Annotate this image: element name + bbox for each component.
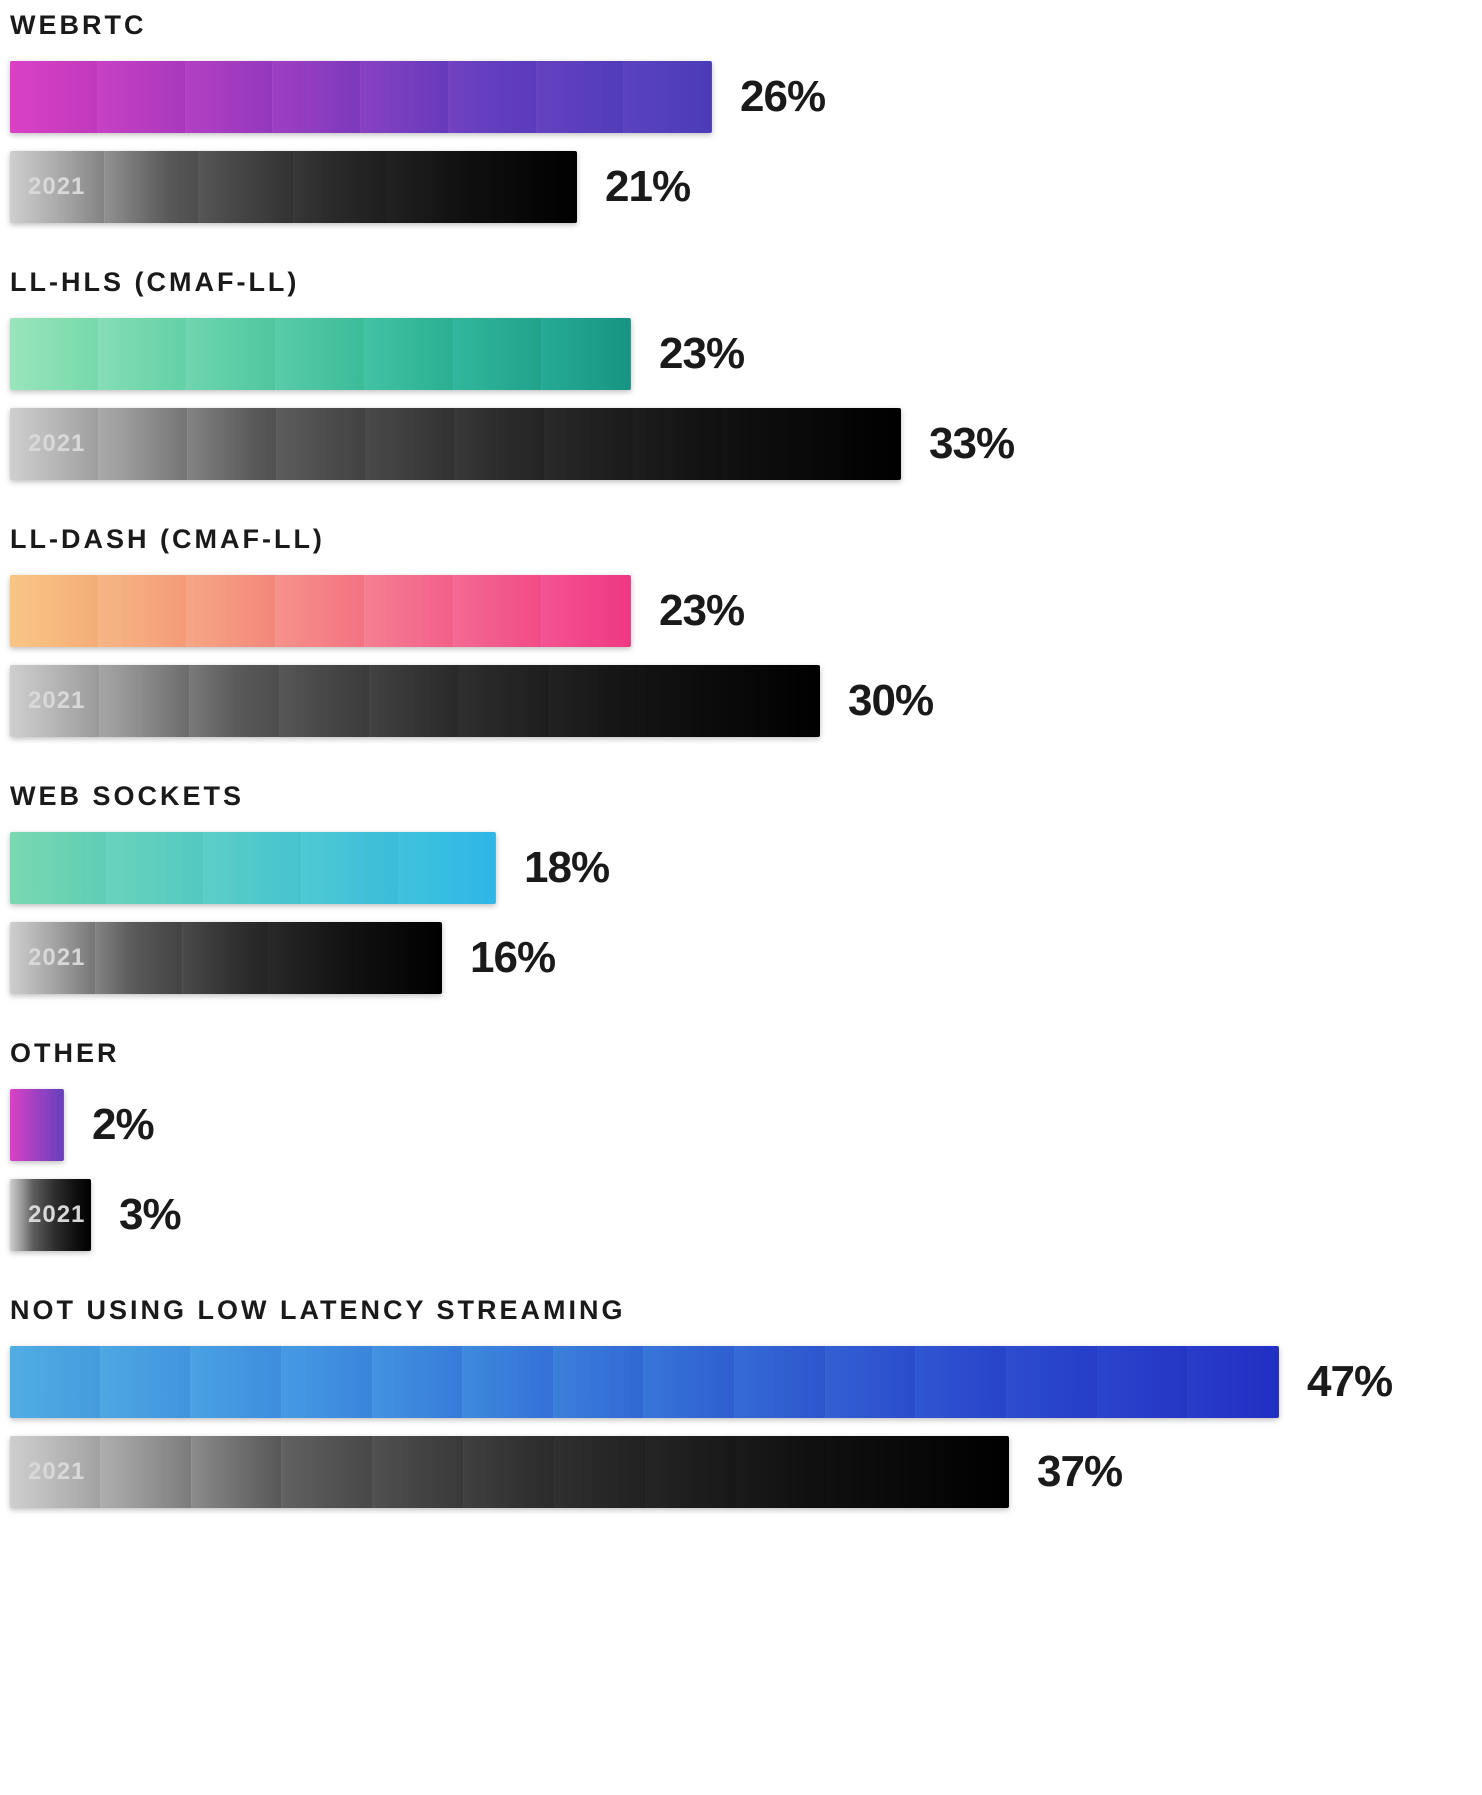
prev-year-bar: 2021 bbox=[10, 665, 820, 737]
current-value-label: 23% bbox=[659, 586, 744, 636]
current-value-label: 47% bbox=[1307, 1357, 1392, 1407]
current-year-bar bbox=[10, 575, 631, 647]
prev-year-inner-label: 2021 bbox=[28, 687, 85, 715]
current-value-label: 18% bbox=[524, 843, 609, 893]
category-label: NOT USING LOW LATENCY STREAMING bbox=[10, 1295, 1462, 1326]
current-year-bar bbox=[10, 832, 496, 904]
category-label: WEBRTC bbox=[10, 10, 1462, 41]
current-bar-row: 23% bbox=[10, 318, 1462, 390]
current-bar-row: 47% bbox=[10, 1346, 1462, 1418]
prev-bar-row: 2021 37% bbox=[10, 1436, 1462, 1508]
prev-year-bar: 2021 bbox=[10, 1179, 91, 1251]
prev-year-inner-label: 2021 bbox=[28, 430, 85, 458]
category-label: LL-DASH (CMAF-LL) bbox=[10, 524, 1462, 555]
prev-value-label: 21% bbox=[605, 162, 690, 212]
current-year-bar bbox=[10, 1346, 1279, 1418]
prev-value-label: 33% bbox=[929, 419, 1014, 469]
category-label: WEB SOCKETS bbox=[10, 781, 1462, 812]
prev-bar-row: 2021 16% bbox=[10, 922, 1462, 994]
prev-year-inner-label: 2021 bbox=[28, 173, 85, 201]
prev-year-bar: 2021 bbox=[10, 408, 901, 480]
prev-bar-row: 2021 30% bbox=[10, 665, 1462, 737]
prev-year-bar: 2021 bbox=[10, 151, 577, 223]
current-year-bar bbox=[10, 1089, 64, 1161]
category-label: OTHER bbox=[10, 1038, 1462, 1069]
prev-bar-row: 2021 33% bbox=[10, 408, 1462, 480]
prev-bar-row: 2021 3% bbox=[10, 1179, 1462, 1251]
current-bar-row: 23% bbox=[10, 575, 1462, 647]
prev-value-label: 16% bbox=[470, 933, 555, 983]
prev-year-inner-label: 2021 bbox=[28, 1458, 85, 1486]
category-label: LL-HLS (CMAF-LL) bbox=[10, 267, 1462, 298]
prev-bar-row: 2021 21% bbox=[10, 151, 1462, 223]
current-year-bar bbox=[10, 318, 631, 390]
current-value-label: 2% bbox=[92, 1100, 154, 1150]
low-latency-streaming-chart: WEBRTC 26% 2021 21% LL-HLS (CMAF-LL) 23% 2021 3… bbox=[10, 10, 1462, 1508]
current-bar-row: 26% bbox=[10, 61, 1462, 133]
prev-year-bar: 2021 bbox=[10, 1436, 1009, 1508]
chart-group: NOT USING LOW LATENCY STREAMING 47% 2021 37… bbox=[10, 1295, 1462, 1508]
chart-group: WEBRTC 26% 2021 21% bbox=[10, 10, 1462, 223]
current-bar-row: 2% bbox=[10, 1089, 1462, 1161]
chart-group: LL-DASH (CMAF-LL) 23% 2021 30% bbox=[10, 524, 1462, 737]
prev-value-label: 3% bbox=[119, 1190, 181, 1240]
chart-group: LL-HLS (CMAF-LL) 23% 2021 33% bbox=[10, 267, 1462, 480]
current-value-label: 26% bbox=[740, 72, 825, 122]
prev-year-inner-label: 2021 bbox=[28, 944, 85, 972]
current-value-label: 23% bbox=[659, 329, 744, 379]
prev-year-inner-label: 2021 bbox=[28, 1201, 85, 1229]
prev-value-label: 37% bbox=[1037, 1447, 1122, 1497]
chart-group: WEB SOCKETS 18% 2021 16% bbox=[10, 781, 1462, 994]
current-year-bar bbox=[10, 61, 712, 133]
current-bar-row: 18% bbox=[10, 832, 1462, 904]
prev-year-bar: 2021 bbox=[10, 922, 442, 994]
chart-group: OTHER 2% 2021 3% bbox=[10, 1038, 1462, 1251]
prev-value-label: 30% bbox=[848, 676, 933, 726]
